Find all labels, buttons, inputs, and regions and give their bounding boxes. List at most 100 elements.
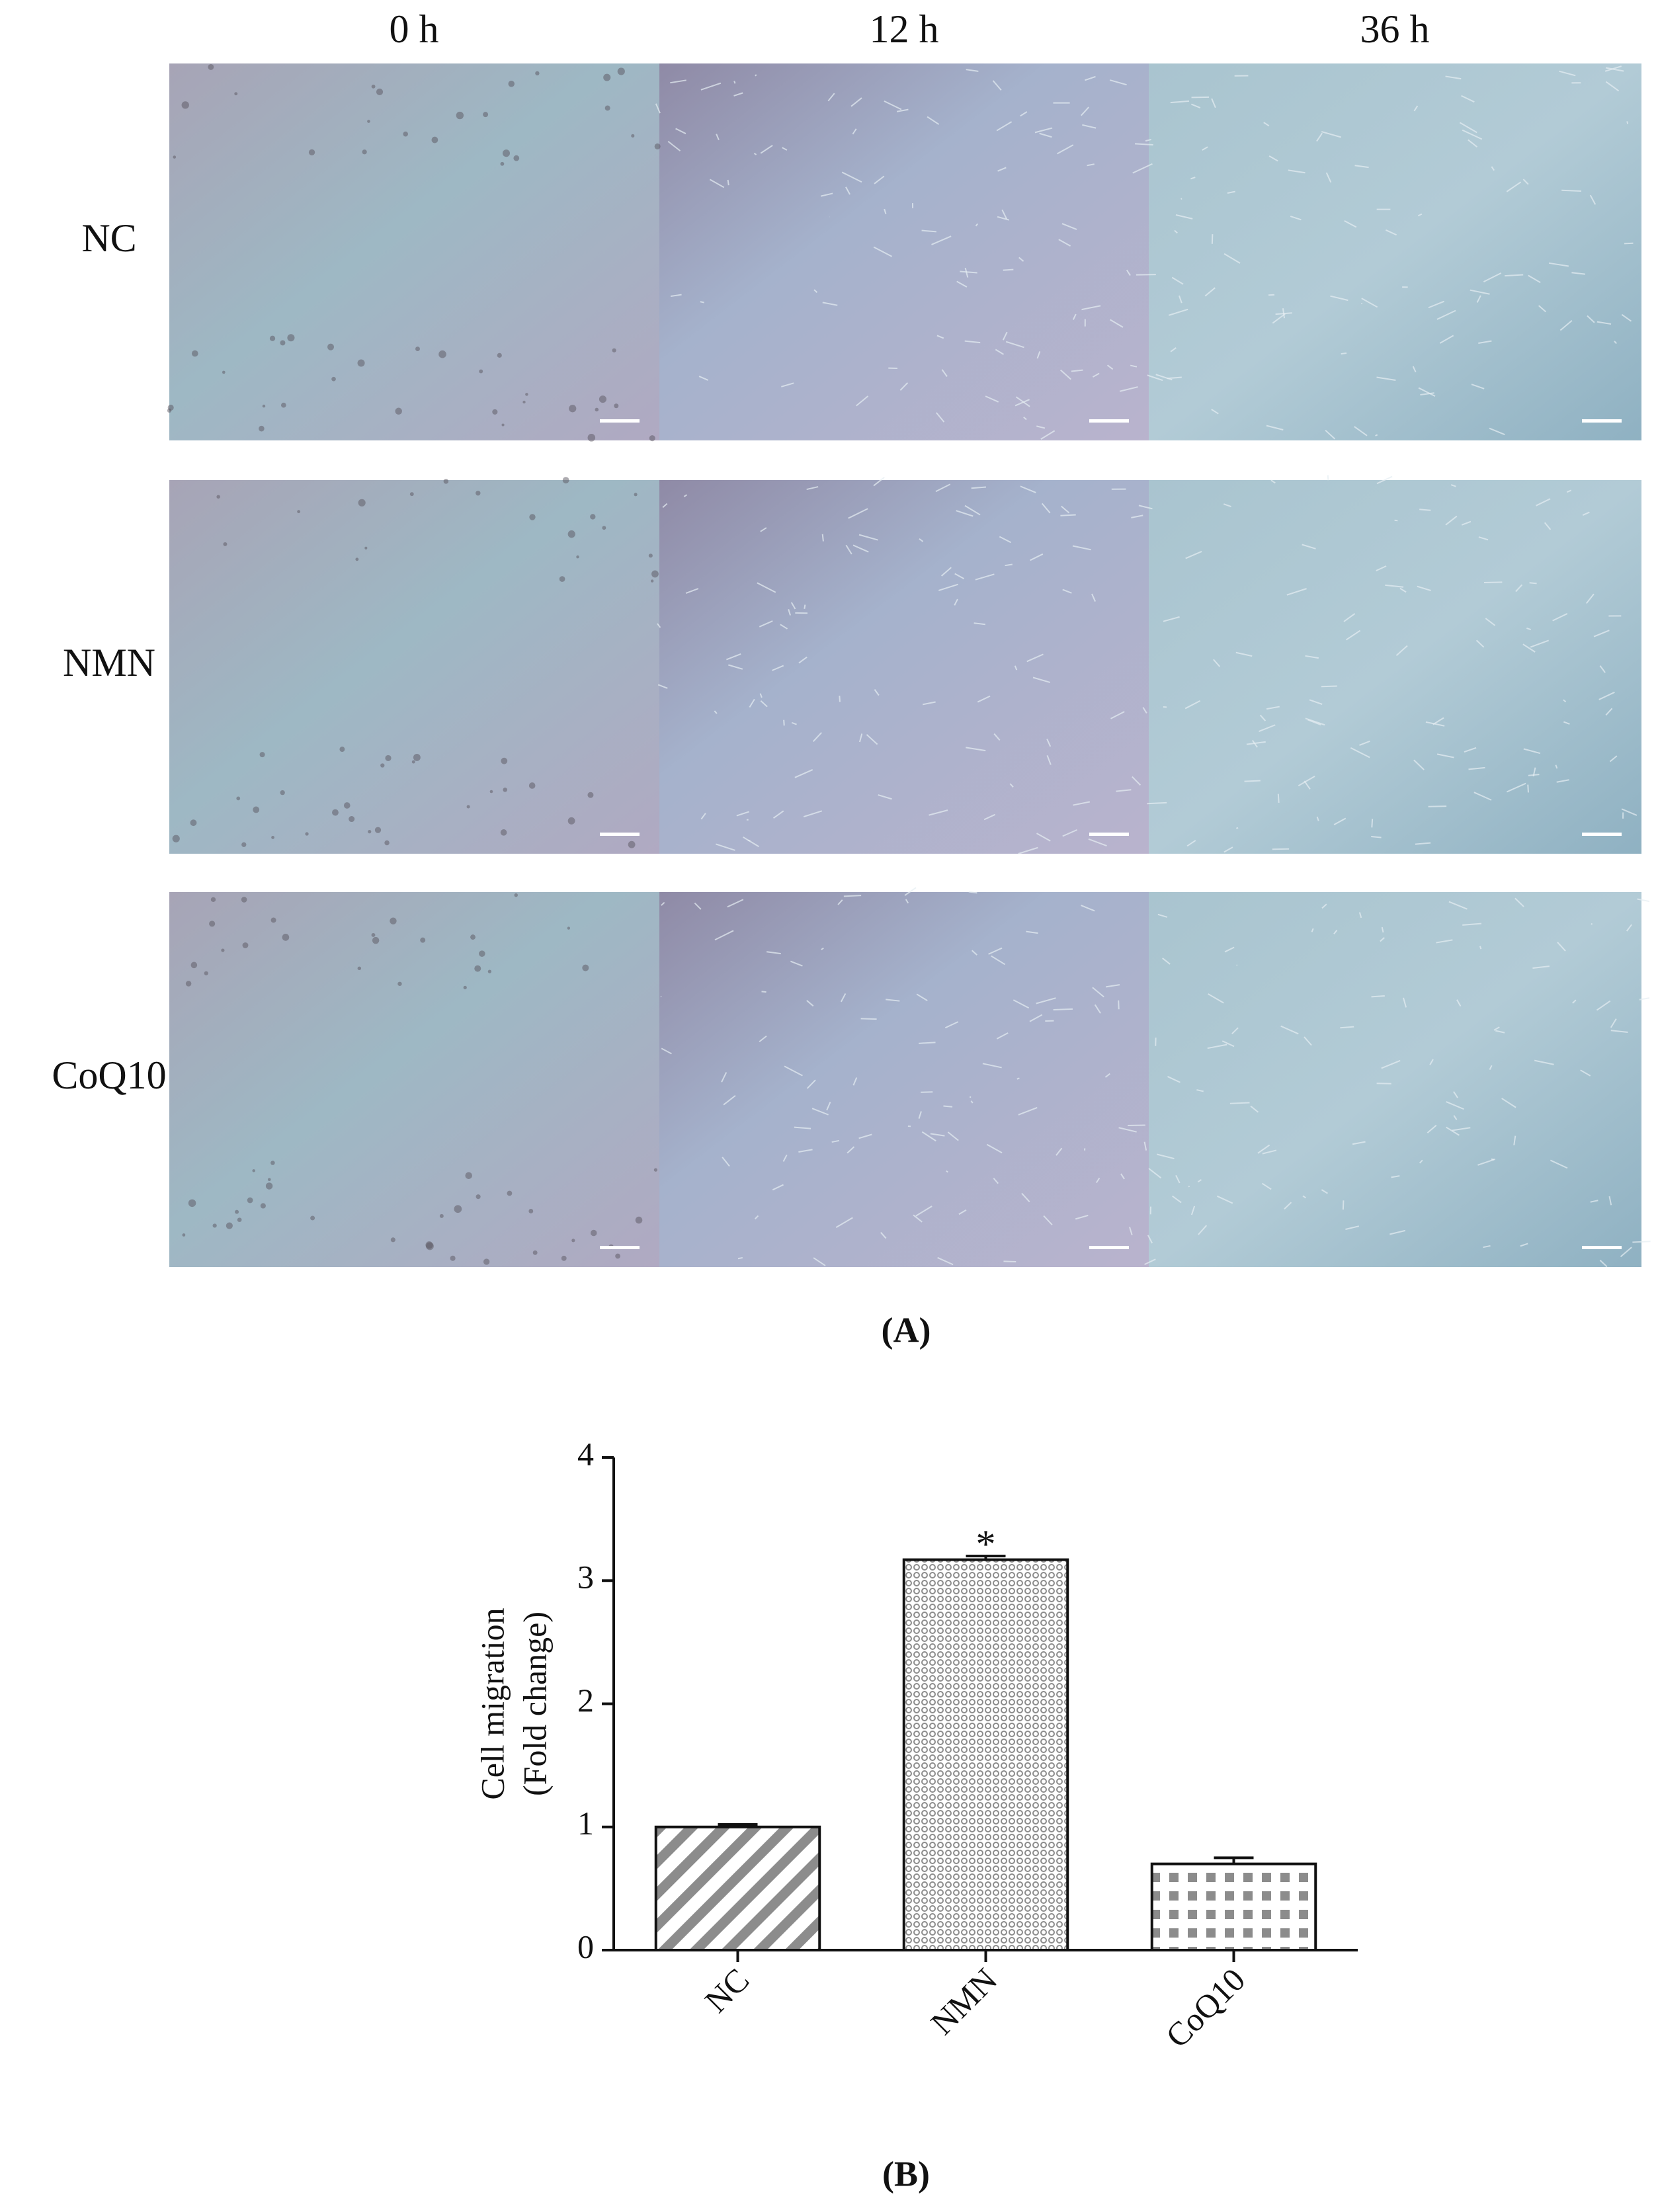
cell-speck xyxy=(260,1203,266,1209)
cell-streak xyxy=(1257,1144,1270,1154)
cell-streak xyxy=(1081,905,1095,912)
cell-streak xyxy=(1528,274,1541,284)
cell-streak xyxy=(772,665,784,671)
cell-streak xyxy=(1436,753,1454,758)
cell-streak xyxy=(1179,295,1182,304)
cell-streak xyxy=(1223,503,1231,508)
cell-streak xyxy=(1587,315,1595,323)
cell-streak xyxy=(675,128,686,134)
cell-streak xyxy=(1429,1059,1434,1065)
cell-speck xyxy=(376,88,384,96)
cell-speck xyxy=(188,1199,196,1208)
cell-speck xyxy=(569,405,577,413)
cell-streak xyxy=(1526,628,1531,631)
cell-streak xyxy=(936,335,944,339)
cell-streak xyxy=(1385,229,1397,236)
cell-streak xyxy=(1555,764,1558,769)
cell-streak xyxy=(921,1131,936,1142)
cell-streak xyxy=(1621,313,1632,322)
cell-streak xyxy=(1259,724,1276,732)
cell-streak xyxy=(1080,106,1089,116)
cell-streak xyxy=(1030,553,1044,561)
cell-streak xyxy=(1172,1195,1182,1204)
cell-speck xyxy=(371,933,376,937)
cell-streak xyxy=(1452,1127,1471,1131)
cell-streak xyxy=(1321,903,1327,909)
cell-streak xyxy=(1087,163,1095,167)
cell-streak xyxy=(964,340,981,344)
y-tick-label: 3 xyxy=(577,1559,594,1596)
cell-speck xyxy=(599,395,607,403)
cell-streak xyxy=(905,899,909,904)
cell-streak xyxy=(1268,155,1278,162)
cell-streak xyxy=(1231,1027,1239,1035)
cell-streak xyxy=(772,1184,784,1191)
cell-speck xyxy=(634,493,638,497)
cell-streak xyxy=(1155,374,1173,381)
cell-speck xyxy=(497,352,502,358)
cell-streak xyxy=(1485,618,1496,626)
cell-speck xyxy=(631,134,635,138)
cell-streak xyxy=(822,302,838,306)
cell-streak xyxy=(848,508,868,519)
cell-speck xyxy=(651,579,654,583)
cell-streak xyxy=(1605,81,1620,92)
cell-streak xyxy=(1190,1206,1196,1215)
cell-speck xyxy=(532,1250,538,1255)
cell-streak xyxy=(1138,505,1153,510)
cell-streak xyxy=(733,81,736,84)
cell-streak xyxy=(1620,1247,1632,1258)
cell-streak xyxy=(806,1079,816,1089)
cell-streak xyxy=(1403,997,1407,1008)
cell-speck xyxy=(185,981,192,987)
cell-streak xyxy=(1288,169,1306,174)
cell-streak xyxy=(726,653,741,661)
cell-streak xyxy=(1610,1030,1628,1033)
cell-streak xyxy=(1270,479,1276,484)
cell-streak xyxy=(798,1149,813,1153)
error-bar xyxy=(1214,1856,1254,1864)
cell-streak xyxy=(772,810,784,819)
cell-streak xyxy=(1327,475,1329,481)
cell-speck xyxy=(241,897,247,903)
scale-bar xyxy=(600,1246,640,1249)
cell-streak xyxy=(919,1042,936,1044)
cell-speck xyxy=(234,92,238,96)
cell-streak xyxy=(1621,808,1637,816)
micrograph xyxy=(1149,480,1641,854)
cell-streak xyxy=(1244,780,1261,782)
cell-streak xyxy=(1614,341,1617,345)
cell-streak xyxy=(1376,376,1396,381)
cell-streak xyxy=(1036,997,1056,1004)
cell-streak xyxy=(1268,294,1275,296)
cell-speck xyxy=(514,893,518,897)
cell-streak xyxy=(1185,551,1202,559)
cell-speck xyxy=(559,576,565,582)
cell-streak xyxy=(790,960,803,967)
cell-streak xyxy=(790,602,796,610)
cell-streak xyxy=(1608,1196,1612,1206)
cell-speck xyxy=(374,827,382,833)
column-label: 36 h xyxy=(1360,7,1430,51)
cell-speck xyxy=(271,836,274,839)
cell-streak xyxy=(781,382,794,388)
cell-streak xyxy=(806,486,819,491)
cell-streak xyxy=(1456,999,1462,1007)
cell-streak xyxy=(995,348,1004,355)
cell-speck xyxy=(612,348,616,352)
cell-speck xyxy=(357,359,365,367)
cell-streak xyxy=(727,179,729,186)
cell-streak xyxy=(821,947,824,950)
cell-streak xyxy=(761,991,767,993)
cell-streak xyxy=(1345,1225,1360,1230)
cell-speck xyxy=(204,971,208,975)
cell-streak xyxy=(1462,129,1483,140)
cell-streak xyxy=(970,1100,974,1104)
cell-streak xyxy=(1184,700,1201,710)
scale-bar xyxy=(1582,419,1622,423)
cell-streak xyxy=(1190,177,1196,180)
cell-streak xyxy=(1491,166,1495,171)
cell-streak xyxy=(1029,1014,1043,1022)
cell-speck xyxy=(528,782,536,789)
cell-streak xyxy=(1092,987,1104,998)
